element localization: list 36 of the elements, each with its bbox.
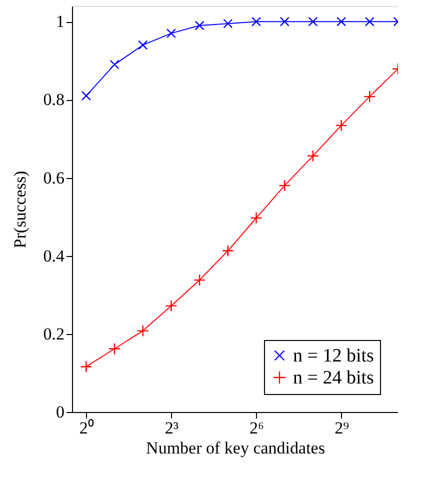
point bbox=[194, 274, 206, 286]
x-tick-label: 2⁹ bbox=[334, 418, 350, 438]
point bbox=[336, 16, 346, 26]
point bbox=[223, 18, 233, 28]
x-tick-label: 2³ bbox=[164, 418, 179, 438]
point bbox=[306, 150, 319, 162]
point bbox=[194, 20, 204, 30]
point bbox=[335, 119, 348, 132]
point bbox=[166, 28, 176, 38]
point bbox=[251, 16, 262, 26]
point bbox=[250, 212, 262, 224]
point bbox=[308, 16, 318, 26]
legend-label: n = 24 bits bbox=[293, 368, 374, 388]
y-tick-label: 1 bbox=[56, 12, 64, 32]
point bbox=[278, 180, 291, 192]
x-tick-label: 2⁰ bbox=[79, 418, 94, 438]
point bbox=[108, 342, 121, 355]
x-axis-title: Number of key candidates bbox=[146, 438, 325, 458]
y-axis-title: Pr(success) bbox=[10, 170, 30, 248]
legend-label: n = 12 bits bbox=[293, 346, 374, 366]
y-tick-label: 0.2 bbox=[43, 324, 64, 344]
point bbox=[280, 16, 290, 26]
y-tick-label: 0.4 bbox=[43, 246, 65, 266]
point bbox=[81, 91, 91, 101]
point bbox=[165, 300, 178, 312]
point bbox=[364, 16, 374, 26]
point bbox=[222, 244, 234, 257]
y-tick-label: 0.6 bbox=[43, 168, 64, 188]
x-tick-label: 2⁶ bbox=[250, 418, 264, 438]
point bbox=[364, 90, 376, 103]
y-tick-label: 0 bbox=[56, 402, 64, 422]
point bbox=[136, 324, 149, 337]
point bbox=[138, 40, 148, 50]
y-tick-label: 0.8 bbox=[43, 90, 64, 110]
point bbox=[110, 60, 120, 70]
point bbox=[80, 360, 92, 373]
